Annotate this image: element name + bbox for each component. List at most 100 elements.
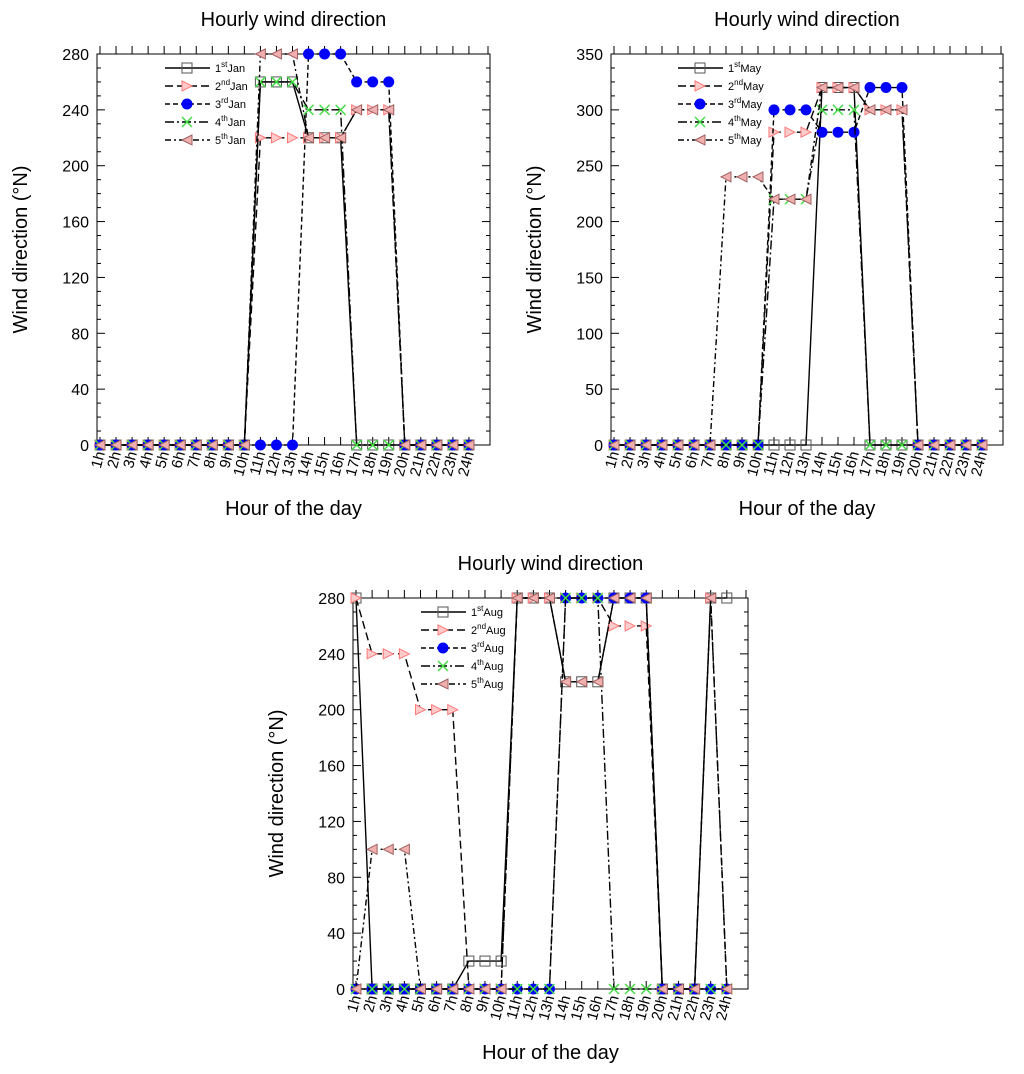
y-tick-label: 0 — [594, 438, 603, 455]
data-point — [623, 439, 636, 451]
data-point — [383, 439, 395, 451]
series-line — [355, 597, 728, 990]
y-tick-label: 150 — [576, 270, 603, 287]
y-tick-label: 250 — [576, 159, 603, 176]
data-point — [831, 81, 844, 94]
x-tick-label: 8h — [200, 450, 221, 471]
series-2 — [350, 592, 733, 995]
legend-marker — [181, 98, 193, 110]
y-tick-label: 280 — [318, 591, 345, 608]
data-point — [398, 439, 411, 451]
legend-marker — [694, 80, 707, 92]
data-point — [319, 48, 331, 60]
legend-marker — [437, 624, 450, 636]
data-point — [286, 131, 299, 144]
series-2 — [94, 104, 476, 451]
x-tick-label: 10h — [744, 450, 767, 479]
series-line — [614, 86, 982, 446]
series-3 — [608, 82, 988, 451]
chart-title: Hourly wind direction — [458, 553, 644, 575]
x-tick-label: 8h — [714, 450, 735, 471]
x-tick-label: 14h — [294, 450, 317, 479]
x-tick-label: 22h — [423, 450, 446, 479]
data-point — [687, 439, 700, 451]
data-point — [704, 592, 717, 604]
series-5 — [607, 81, 988, 451]
data-point — [93, 439, 106, 451]
data-point — [560, 592, 572, 604]
data-point — [864, 82, 876, 94]
data-point — [543, 592, 555, 604]
series-line — [100, 53, 469, 446]
data-point — [446, 983, 459, 995]
data-point — [576, 592, 588, 604]
legend-entry: 5thMay — [728, 132, 762, 147]
data-point — [302, 131, 315, 144]
legend-entry: 2ndJan — [215, 78, 248, 93]
x-tick-label: 10h — [487, 994, 510, 1023]
x-tick-label: 1h — [344, 994, 365, 1015]
data-point — [943, 439, 956, 451]
y-tick-label: 40 — [327, 926, 345, 943]
data-point — [624, 620, 637, 632]
plot-frame — [352, 597, 749, 990]
data-point — [607, 592, 620, 604]
x-tick-label: 19h — [375, 450, 398, 479]
legend-entry: 2ndMay — [728, 78, 764, 93]
chart-3: Hourly wind direction 0 40 80 120 160 200 240 28… — [266, 553, 749, 1064]
x-tick-label: 11h — [503, 994, 526, 1022]
data-point — [720, 983, 733, 995]
data-point — [463, 955, 475, 967]
x-tick-label: 10h — [230, 450, 253, 479]
y-tick-label: 0 — [336, 982, 345, 999]
x-tick-label: 13h — [278, 450, 301, 479]
x-tick-label: 5h — [409, 994, 430, 1015]
data-point — [799, 193, 812, 206]
x-tick-label: 16h — [584, 994, 607, 1023]
legend-marker — [693, 134, 706, 146]
series-4 — [94, 76, 475, 451]
y-tick-label: 40 — [71, 382, 89, 399]
data-point — [222, 439, 234, 451]
x-tick-label: 19h — [888, 450, 911, 479]
data-point — [414, 983, 426, 995]
x-tick-label: 24h — [455, 450, 478, 479]
x-tick-label: 23h — [439, 450, 462, 479]
x-tick-label: 22h — [681, 994, 704, 1023]
data-point — [318, 131, 331, 144]
data-point — [431, 703, 443, 716]
data-point — [254, 48, 266, 60]
data-point — [303, 48, 315, 60]
series-line — [100, 109, 469, 446]
chart-title: Hourly wind direction — [201, 9, 387, 31]
legend-entry: 3rdAug — [471, 640, 504, 655]
data-point — [543, 983, 555, 995]
data-point — [783, 193, 796, 206]
x-tick-label: 20h — [391, 450, 414, 479]
series-line — [614, 86, 982, 446]
series-5 — [349, 592, 733, 995]
data-point — [335, 48, 347, 60]
data-point — [335, 104, 347, 116]
data-point — [639, 439, 652, 451]
plot-frame — [96, 53, 491, 446]
data-point — [366, 104, 379, 116]
y-tick-label: 300 — [576, 103, 603, 120]
legend-marker — [694, 98, 706, 110]
x-tick-label: 22h — [936, 450, 959, 479]
data-point — [351, 439, 363, 451]
x-tick-label: 7h — [184, 450, 205, 471]
series-line — [355, 597, 728, 990]
data-point — [784, 104, 796, 116]
series-3 — [94, 48, 475, 451]
x-tick-label: 21h — [664, 994, 687, 1023]
x-tick-label: 7h — [441, 994, 462, 1015]
x-axis-label: Hour of the day — [482, 1042, 619, 1064]
data-point — [382, 104, 395, 116]
series-4 — [608, 104, 988, 451]
legend-entry: 4thMay — [728, 114, 762, 129]
x-tick-label: 3h — [634, 450, 655, 471]
data-point — [206, 439, 218, 451]
x-axis-label: Hour of the day — [739, 498, 876, 520]
data-point — [575, 675, 588, 688]
